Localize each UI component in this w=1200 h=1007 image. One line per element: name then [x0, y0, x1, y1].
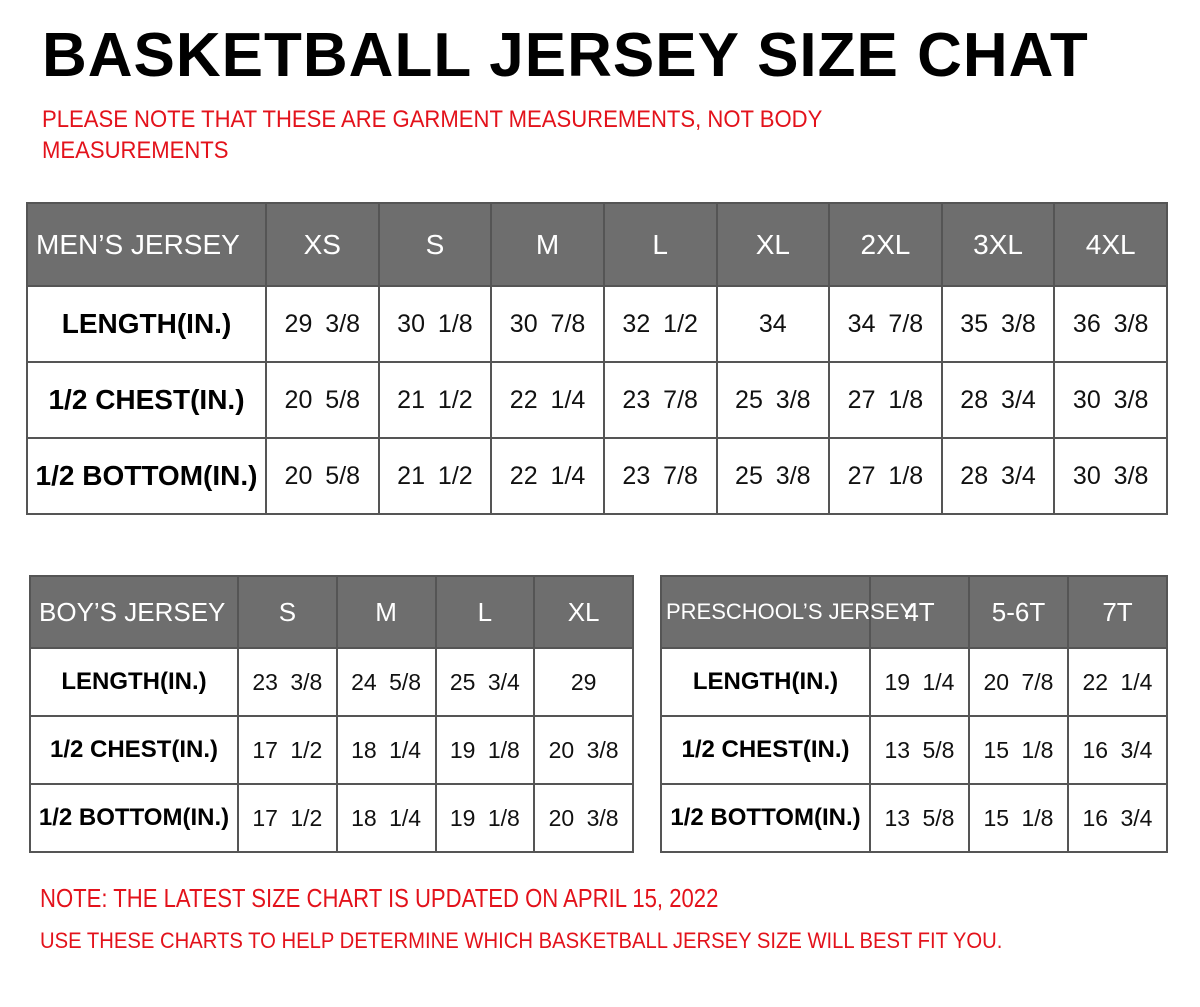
measurement-value: 25 3/8 — [715, 361, 831, 439]
size-header: 2XL — [828, 202, 943, 287]
page-title: BASKETBALL JERSEY SIZE CHAT — [42, 21, 1089, 90]
measurement-value: 22 1/4 — [1067, 647, 1168, 717]
size-header: M — [490, 202, 605, 287]
measurement-value: 25 3/4 — [434, 647, 536, 717]
measurement-value: 15 1/8 — [968, 715, 1069, 785]
measurement-value: 20 5/8 — [265, 437, 380, 515]
measurement-value: 29 3/8 — [265, 285, 380, 363]
table-row: LENGTH(IN.) 19 1/4 20 7/8 22 1/4 — [660, 647, 1168, 717]
measurement-value: 34 — [715, 285, 831, 363]
measurement-label: LENGTH(IN.) — [660, 647, 871, 717]
header-row: MEN’S JERSEY XS S M L XL 2XL 3XL 4XL — [26, 202, 1168, 287]
table-row: 1/2 BOTTOM(IN.) 17 1/2 18 1/4 19 1/8 20 3/8 — [29, 783, 634, 853]
measurement-value: 17 1/2 — [237, 783, 338, 853]
measurement-value: 36 3/8 — [1053, 285, 1168, 363]
measurement-value: 34 7/8 — [828, 285, 943, 363]
measurement-value: 18 1/4 — [335, 783, 437, 853]
table-header-label: PRESCHOOL’S JERSEY — [660, 575, 914, 649]
measurement-value: 24 5/8 — [335, 647, 437, 717]
size-header: XL — [533, 575, 634, 649]
measurement-label: 1/2 BOTTOM(IN.) — [29, 783, 239, 853]
measurement-value: 16 3/4 — [1067, 715, 1168, 785]
size-header: 7T — [1067, 575, 1168, 649]
measurement-label: 1/2 BOTTOM(IN.) — [660, 783, 871, 853]
header-row: PRESCHOOL’S JERSEY 4T 5-6T 7T — [660, 575, 1168, 649]
measurement-label: 1/2 BOTTOM(IN.) — [26, 437, 267, 515]
measurement-value: 20 3/8 — [533, 715, 634, 785]
measurement-value: 23 7/8 — [602, 361, 718, 439]
size-header: M — [335, 575, 437, 649]
measurement-value: 30 3/8 — [1053, 361, 1168, 439]
measurement-value: 19 1/4 — [869, 647, 970, 717]
size-header: 3XL — [940, 202, 1056, 287]
size-header: 5-6T — [968, 575, 1069, 649]
table-row: 1/2 BOTTOM(IN.) 13 5/8 15 1/8 16 3/4 — [660, 783, 1168, 853]
garment-measurement-note: PLEASE NOTE THAT THESE ARE GARMENT MEASU… — [42, 106, 822, 164]
measurement-value: 21 1/2 — [377, 437, 493, 515]
table-row: LENGTH(IN.) 29 3/8 30 1/8 30 7/8 32 1/2 34 34 … — [26, 285, 1168, 363]
measurement-value: 17 1/2 — [237, 715, 338, 785]
measurement-value: 30 7/8 — [490, 285, 605, 363]
measurement-value: 20 5/8 — [265, 361, 380, 439]
measurement-value: 35 3/8 — [940, 285, 1056, 363]
measurement-value: 22 1/4 — [490, 437, 605, 515]
measurement-label: 1/2 CHEST(IN.) — [660, 715, 871, 785]
measurement-value: 13 5/8 — [869, 715, 970, 785]
measurement-label: 1/2 CHEST(IN.) — [26, 361, 267, 439]
table-header-label: BOY’S JERSEY — [29, 575, 239, 649]
preschool-size-table: PRESCHOOL’S JERSEY 4T 5-6T 7T LENGTH(IN.) 19 … — [660, 575, 1168, 853]
measurement-value: 28 3/4 — [940, 437, 1056, 515]
measurement-value: 29 — [533, 647, 634, 717]
table-row: 1/2 CHEST(IN.) 13 5/8 15 1/8 16 3/4 — [660, 715, 1168, 785]
size-header: XL — [715, 202, 831, 287]
measurement-value: 27 1/8 — [828, 437, 943, 515]
table-row: 1/2 BOTTOM(IN.) 20 5/8 21 1/2 22 1/4 23 7/8 2… — [26, 437, 1168, 515]
header-row: BOY’S JERSEY S M L XL — [29, 575, 634, 649]
table-row: 1/2 CHEST(IN.) 20 5/8 21 1/2 22 1/4 23 7/8 25… — [26, 361, 1168, 439]
measurement-label: LENGTH(IN.) — [26, 285, 267, 363]
measurement-value: 25 3/8 — [715, 437, 831, 515]
table-row: LENGTH(IN.) 23 3/8 24 5/8 25 3/4 29 — [29, 647, 634, 717]
measurement-value: 23 3/8 — [237, 647, 338, 717]
measurement-label: LENGTH(IN.) — [29, 647, 239, 717]
size-header: L — [602, 202, 718, 287]
measurement-value: 30 3/8 — [1053, 437, 1168, 515]
size-header: S — [377, 202, 493, 287]
measurement-label: 1/2 CHEST(IN.) — [29, 715, 239, 785]
measurement-value: 16 3/4 — [1067, 783, 1168, 853]
measurement-value: 20 3/8 — [533, 783, 634, 853]
measurement-value: 19 1/8 — [434, 715, 536, 785]
boys-size-table: BOY’S JERSEY S M L XL LENGTH(IN.) 23 3/8 24 5/8… — [29, 575, 634, 853]
measurement-value: 32 1/2 — [602, 285, 718, 363]
mens-size-table: MEN’S JERSEY XS S M L XL 2XL 3XL 4XL LENGTH(IN.) 2… — [26, 202, 1168, 515]
size-header: 4T — [869, 575, 970, 649]
measurement-value: 28 3/4 — [940, 361, 1056, 439]
table-row: 1/2 CHEST(IN.) 17 1/2 18 1/4 19 1/8 20 3/8 — [29, 715, 634, 785]
measurement-value: 23 7/8 — [602, 437, 718, 515]
measurement-value: 27 1/8 — [828, 361, 943, 439]
size-header: XS — [265, 202, 380, 287]
measurement-value: 20 7/8 — [968, 647, 1069, 717]
size-header: S — [237, 575, 338, 649]
measurement-value: 15 1/8 — [968, 783, 1069, 853]
size-header: 4XL — [1053, 202, 1168, 287]
measurement-value: 22 1/4 — [490, 361, 605, 439]
measurement-value: 19 1/8 — [434, 783, 536, 853]
measurement-value: 13 5/8 — [869, 783, 970, 853]
measurement-value: 18 1/4 — [335, 715, 437, 785]
measurement-value: 21 1/2 — [377, 361, 493, 439]
size-header: L — [434, 575, 536, 649]
table-header-label: MEN’S JERSEY — [26, 202, 267, 287]
usage-note: USE THESE CHARTS TO HELP DETERMINE WHICH… — [40, 928, 1003, 953]
update-date-note: NOTE: THE LATEST SIZE CHART IS UPDATED O… — [40, 883, 719, 913]
measurement-value: 30 1/8 — [377, 285, 493, 363]
